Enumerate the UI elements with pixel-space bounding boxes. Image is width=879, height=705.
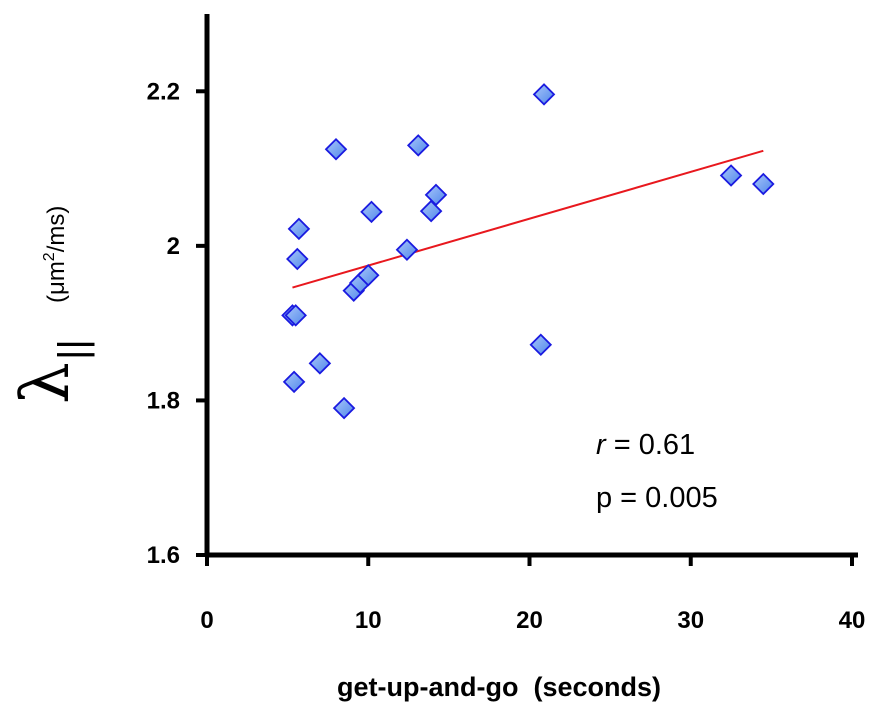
data-point (719, 164, 743, 187)
trendline (292, 149, 764, 289)
y-ticks: 1.6 1.8 2 2.2 (147, 78, 207, 569)
data-point (282, 370, 306, 394)
data-points (281, 83, 775, 420)
data-point (284, 304, 307, 327)
y-axis-label: λ || (μm2/ms) (7, 206, 95, 404)
data-point (395, 238, 419, 261)
x-tick-label: 0 (200, 607, 213, 634)
data-point (529, 333, 553, 357)
x-ticks: 0 10 20 30 40 (200, 555, 865, 634)
x-tick-label: 30 (677, 607, 704, 634)
y-axis-label-subscript: || (51, 339, 95, 360)
data-point (360, 200, 383, 224)
x-tick-label: 20 (516, 607, 543, 634)
r-annotation: r = 0.61 (596, 429, 695, 461)
r-value: = 0.61 (606, 429, 696, 461)
y-tick-label: 2 (167, 233, 180, 260)
data-point (424, 183, 448, 207)
y-axis-label-unit: (μm2/ms) (41, 206, 70, 303)
data-point (419, 199, 443, 223)
y-tick-label: 2.2 (147, 78, 180, 105)
data-point (324, 137, 348, 161)
data-point (286, 247, 309, 271)
data-point (356, 263, 380, 287)
r-label: r (596, 429, 607, 461)
y-axis-label-symbol: λ (7, 362, 84, 404)
p-annotation: p = 0.005 (596, 482, 718, 514)
data-point (752, 172, 775, 196)
data-point (406, 134, 430, 157)
y-tick-label: 1.6 (147, 542, 180, 569)
x-axis-label: get-up-and-go (seconds) (337, 672, 661, 702)
x-tick-label: 10 (355, 607, 382, 634)
data-point (532, 83, 556, 106)
data-point (332, 396, 356, 420)
y-tick-label: 1.8 (147, 387, 180, 414)
x-tick-label: 40 (839, 607, 866, 634)
y-axis-label-unit-open: (μm (43, 261, 70, 303)
data-point (287, 217, 311, 241)
y-axis-label-unit-sup: 2 (41, 252, 58, 261)
y-axis-label-unit-end: /ms) (43, 206, 70, 253)
data-point (308, 352, 332, 375)
